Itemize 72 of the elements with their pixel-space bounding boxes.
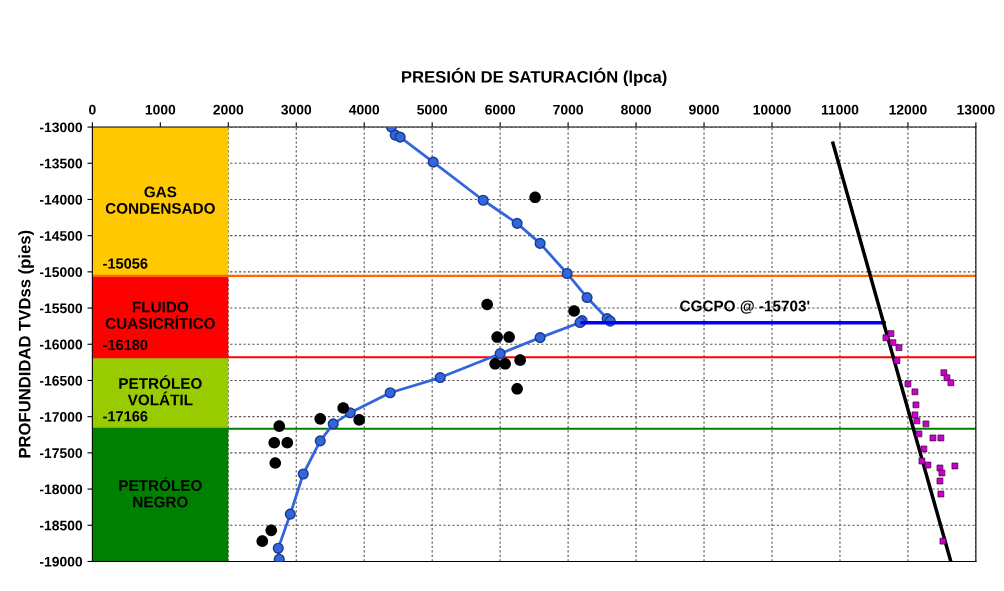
- point: [314, 435, 326, 447]
- point: [434, 372, 446, 384]
- x-tick-label: 12000: [889, 104, 927, 115]
- x-tick-label: 6000: [485, 104, 516, 115]
- y-tick-label: -13500: [39, 158, 83, 169]
- y-tick-label: -15500: [39, 303, 83, 314]
- point: [511, 382, 523, 395]
- y-tick-label: -18500: [39, 520, 83, 531]
- point: [534, 237, 546, 249]
- point: [481, 298, 493, 311]
- y-tick-label: -16000: [39, 339, 83, 350]
- x-tick-label: 1000: [145, 104, 176, 115]
- point: [272, 542, 284, 554]
- point: [581, 292, 593, 304]
- band-label: GAS CONDENSADO: [105, 186, 215, 214]
- y-tick-label: -18000: [39, 484, 83, 495]
- point: [353, 414, 365, 426]
- point: [489, 357, 501, 370]
- x-tick-label: 7000: [553, 104, 583, 115]
- point: [511, 217, 523, 229]
- y-tick-label: -17000: [39, 411, 83, 422]
- point: [281, 436, 294, 449]
- y-tick-label: -17500: [39, 448, 83, 459]
- ref-line-label: -15056: [103, 258, 148, 269]
- y-tick-label: -19000: [39, 556, 83, 567]
- point: [384, 387, 396, 399]
- x-tick-label: 13000: [957, 104, 995, 115]
- x-tick-label: 10000: [753, 104, 791, 115]
- x-tick-label: 5000: [417, 104, 448, 115]
- x-tick-label: 8000: [621, 104, 651, 115]
- point: [273, 553, 285, 562]
- point: [297, 468, 309, 480]
- point: [494, 348, 506, 360]
- y-tick-label: -14000: [39, 194, 83, 205]
- ref-line-label: -16180: [103, 339, 148, 351]
- x-tick-label: 11000: [821, 104, 859, 115]
- x-tick-label: 0: [89, 104, 96, 115]
- point: [256, 535, 269, 547]
- point: [503, 331, 515, 343]
- point: [314, 413, 327, 425]
- point: [534, 332, 546, 344]
- point: [327, 418, 339, 430]
- point: [477, 194, 489, 206]
- point: [561, 267, 573, 280]
- x-tick-label: 9000: [689, 104, 719, 115]
- point: [427, 156, 439, 168]
- point: [394, 131, 406, 143]
- y-tick-label: -14500: [39, 231, 83, 241]
- point: [273, 420, 286, 432]
- point: [337, 402, 350, 414]
- band-label: FLUIDO CUASICRÍTICO: [105, 301, 215, 329]
- x-tick-label: 3000: [281, 104, 312, 115]
- point: [529, 191, 541, 204]
- chart-title: PRESIÓN DE SATURACIÓN (lpca): [402, 67, 667, 87]
- point: [268, 436, 281, 449]
- ref-line-label: -17166: [103, 411, 148, 422]
- annotation: CGCPO @ -15703': [680, 300, 810, 314]
- point: [568, 305, 580, 317]
- point: [269, 457, 282, 469]
- point: [491, 331, 503, 343]
- band-label: PETRÓLEO NEGRO: [119, 477, 202, 508]
- point: [284, 508, 296, 520]
- y-tick-label: -15000: [39, 267, 83, 278]
- band-label: PETRÓLEO VOLÁTIL: [119, 375, 202, 406]
- y-axis-title: PROFUNDIDAD TVDss (pies): [18, 230, 34, 458]
- point: [265, 524, 278, 537]
- y-tick-label: -13000: [39, 122, 83, 133]
- y-tick-label: -16500: [39, 375, 83, 386]
- x-tick-label: 4000: [348, 104, 380, 115]
- point: [499, 357, 511, 370]
- x-tick-label: 2000: [213, 104, 244, 115]
- point: [514, 354, 526, 366]
